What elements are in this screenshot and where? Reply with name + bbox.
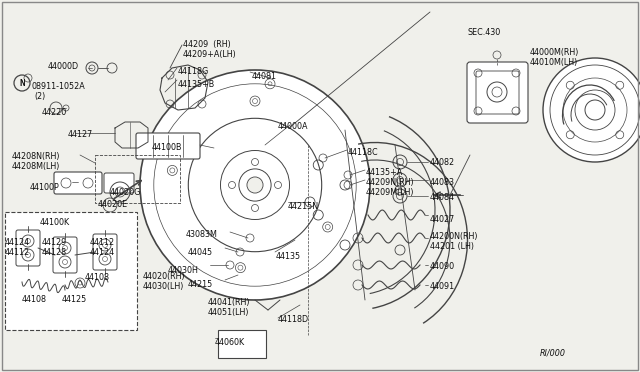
Circle shape [487, 82, 507, 102]
Text: 44030H: 44030H [168, 266, 199, 275]
Text: 44082: 44082 [430, 158, 455, 167]
Text: SEC.430: SEC.430 [468, 28, 501, 37]
Text: 44091: 44091 [430, 282, 455, 291]
Text: RI/000: RI/000 [540, 348, 566, 357]
Text: 44084: 44084 [430, 193, 455, 202]
Text: 44020G: 44020G [110, 188, 141, 197]
Text: N: N [19, 78, 25, 87]
Text: 44112: 44112 [5, 248, 30, 257]
Text: 44215N: 44215N [288, 202, 319, 211]
Text: 44118C: 44118C [348, 148, 379, 157]
Bar [5, 212, 137, 330]
Text: 44127: 44127 [68, 130, 93, 139]
Text: 44041(RH): 44041(RH) [208, 298, 250, 307]
Circle shape [247, 177, 263, 193]
Text: 44209N(RH): 44209N(RH) [366, 178, 415, 187]
Text: 44083: 44083 [430, 178, 455, 187]
Text: 44209M(LH): 44209M(LH) [366, 188, 415, 197]
Text: 44027: 44027 [430, 215, 455, 224]
Text: 44135+B: 44135+B [178, 80, 215, 89]
Text: 44010M(LH): 44010M(LH) [530, 58, 579, 67]
Text: 44208N(RH): 44208N(RH) [12, 152, 61, 161]
Text: 44100B: 44100B [152, 143, 182, 152]
Text: 08911-1052A: 08911-1052A [32, 82, 86, 91]
Bar [218, 330, 266, 358]
Text: 44045: 44045 [188, 248, 213, 257]
Text: 44100K: 44100K [40, 218, 70, 227]
Circle shape [140, 70, 370, 300]
FancyBboxPatch shape [136, 133, 200, 159]
Text: 44030(LH): 44030(LH) [143, 282, 184, 291]
Text: 43083M: 43083M [186, 230, 218, 239]
Text: 44208M(LH): 44208M(LH) [12, 162, 60, 171]
Text: 44118D: 44118D [278, 315, 309, 324]
Text: 44112: 44112 [90, 238, 115, 247]
Text: 44220: 44220 [42, 108, 67, 117]
FancyBboxPatch shape [53, 237, 77, 273]
Text: 44051(LH): 44051(LH) [208, 308, 250, 317]
Text: 44209+A(LH): 44209+A(LH) [183, 50, 237, 59]
Text: (2): (2) [34, 92, 45, 101]
FancyBboxPatch shape [54, 172, 102, 194]
FancyBboxPatch shape [93, 234, 117, 270]
Text: 44135+A: 44135+A [366, 168, 403, 177]
Text: 44081: 44081 [252, 72, 277, 81]
Text: 44118G: 44118G [178, 67, 209, 76]
Text: 44125: 44125 [62, 295, 87, 304]
Text: 44000M(RH): 44000M(RH) [530, 48, 579, 57]
Text: 44215: 44215 [188, 280, 213, 289]
Text: 44129: 44129 [42, 238, 67, 247]
Text: N: N [19, 78, 25, 87]
Text: 44100P: 44100P [30, 183, 60, 192]
Text: 44000D: 44000D [48, 62, 79, 71]
Text: 44201 (LH): 44201 (LH) [430, 242, 474, 251]
Text: 44124: 44124 [90, 248, 115, 257]
Text: 44090: 44090 [430, 262, 455, 271]
Text: 44200N(RH): 44200N(RH) [430, 232, 479, 241]
Text: 44020(RH): 44020(RH) [143, 272, 186, 281]
Text: 44135: 44135 [276, 252, 301, 261]
FancyBboxPatch shape [467, 62, 528, 123]
Text: 44108: 44108 [22, 295, 47, 304]
Text: 44209  (RH): 44209 (RH) [183, 40, 231, 49]
Text: 44000A: 44000A [278, 122, 308, 131]
Text: 44124: 44124 [5, 238, 30, 247]
FancyBboxPatch shape [104, 173, 134, 193]
FancyBboxPatch shape [16, 230, 40, 266]
Bar [95, 155, 180, 203]
Text: 44020E: 44020E [98, 200, 128, 209]
Text: 44060K: 44060K [215, 338, 245, 347]
Text: 44108: 44108 [85, 273, 110, 282]
Circle shape [543, 58, 640, 162]
Text: 44128: 44128 [42, 248, 67, 257]
